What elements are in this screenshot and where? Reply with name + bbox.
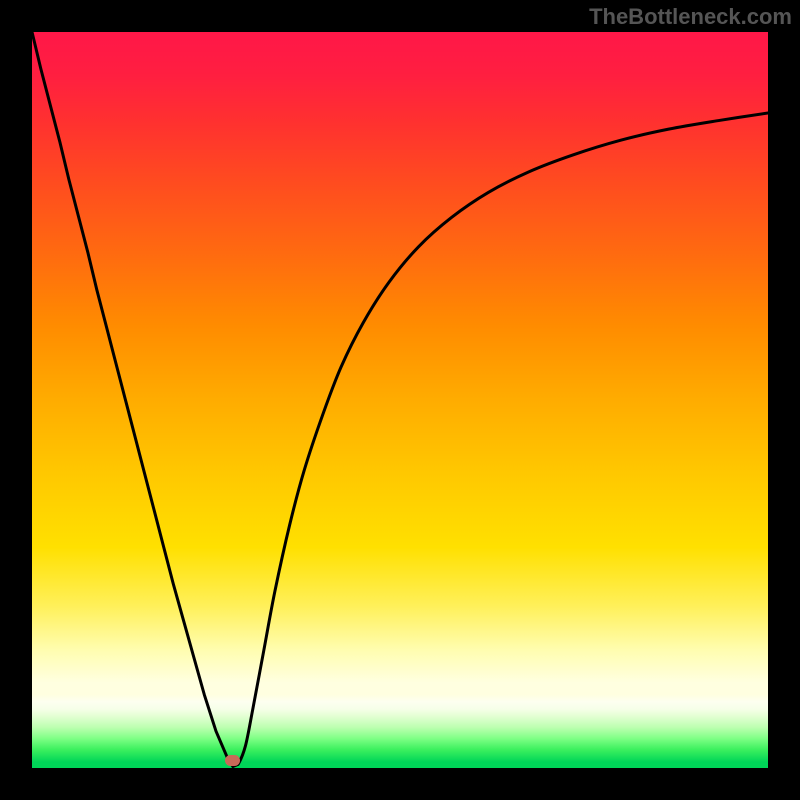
bottleneck-curve xyxy=(32,32,768,767)
curve-svg xyxy=(32,32,768,768)
plot-area xyxy=(32,32,768,768)
chart-container: TheBottleneck.com xyxy=(0,0,800,800)
watermark-text: TheBottleneck.com xyxy=(589,4,792,30)
minimum-marker xyxy=(225,755,240,766)
